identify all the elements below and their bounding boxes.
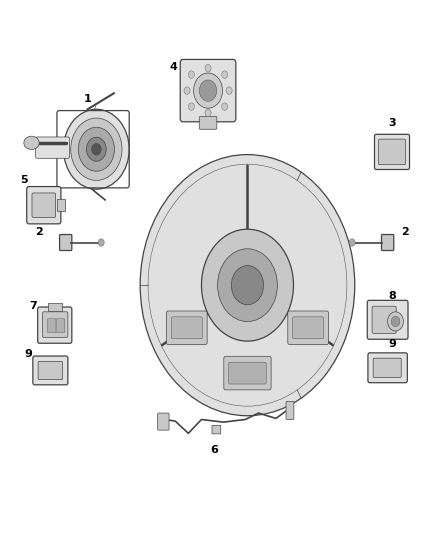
FancyBboxPatch shape bbox=[47, 319, 56, 333]
FancyBboxPatch shape bbox=[372, 306, 396, 334]
FancyBboxPatch shape bbox=[367, 300, 408, 339]
Text: 1: 1 bbox=[84, 94, 92, 103]
FancyBboxPatch shape bbox=[56, 319, 65, 333]
FancyBboxPatch shape bbox=[38, 361, 63, 379]
Circle shape bbox=[188, 103, 194, 110]
FancyBboxPatch shape bbox=[368, 353, 407, 383]
Circle shape bbox=[218, 249, 277, 321]
Circle shape bbox=[222, 71, 228, 78]
Circle shape bbox=[64, 109, 129, 189]
Text: 9: 9 bbox=[388, 339, 396, 349]
FancyBboxPatch shape bbox=[32, 193, 56, 217]
Circle shape bbox=[391, 316, 400, 327]
Ellipse shape bbox=[24, 136, 39, 150]
Text: 3: 3 bbox=[388, 118, 396, 127]
Text: 9: 9 bbox=[25, 350, 32, 359]
Text: 4: 4 bbox=[169, 62, 177, 71]
FancyBboxPatch shape bbox=[224, 356, 271, 390]
FancyBboxPatch shape bbox=[373, 358, 401, 377]
FancyBboxPatch shape bbox=[27, 187, 61, 224]
Circle shape bbox=[222, 103, 228, 110]
Circle shape bbox=[205, 64, 211, 72]
FancyBboxPatch shape bbox=[293, 317, 324, 339]
Text: 7: 7 bbox=[29, 302, 37, 311]
FancyBboxPatch shape bbox=[171, 317, 202, 339]
FancyBboxPatch shape bbox=[288, 311, 328, 345]
FancyBboxPatch shape bbox=[374, 134, 410, 169]
Circle shape bbox=[349, 239, 355, 246]
Circle shape bbox=[92, 143, 101, 155]
Text: 2: 2 bbox=[35, 227, 43, 237]
Circle shape bbox=[140, 155, 355, 416]
FancyBboxPatch shape bbox=[57, 199, 65, 211]
FancyBboxPatch shape bbox=[48, 303, 62, 311]
FancyBboxPatch shape bbox=[378, 139, 406, 165]
FancyBboxPatch shape bbox=[158, 413, 169, 430]
Text: 6: 6 bbox=[211, 446, 219, 455]
Text: 8: 8 bbox=[388, 291, 396, 301]
FancyBboxPatch shape bbox=[381, 235, 394, 251]
Circle shape bbox=[201, 229, 293, 341]
FancyBboxPatch shape bbox=[286, 401, 294, 419]
Circle shape bbox=[199, 80, 217, 101]
Circle shape bbox=[71, 118, 122, 180]
Circle shape bbox=[188, 71, 194, 78]
Circle shape bbox=[78, 127, 114, 171]
FancyBboxPatch shape bbox=[35, 137, 70, 158]
FancyBboxPatch shape bbox=[38, 307, 72, 343]
Text: 2: 2 bbox=[401, 227, 409, 237]
FancyBboxPatch shape bbox=[42, 312, 68, 337]
FancyBboxPatch shape bbox=[212, 425, 221, 434]
FancyBboxPatch shape bbox=[166, 311, 207, 345]
Circle shape bbox=[98, 239, 104, 246]
Text: 5: 5 bbox=[20, 175, 28, 184]
Circle shape bbox=[197, 224, 298, 346]
Circle shape bbox=[388, 312, 403, 331]
Circle shape bbox=[194, 73, 223, 108]
Circle shape bbox=[231, 265, 264, 305]
Circle shape bbox=[226, 87, 232, 94]
FancyBboxPatch shape bbox=[199, 117, 217, 130]
Circle shape bbox=[86, 137, 106, 161]
FancyBboxPatch shape bbox=[180, 60, 236, 122]
FancyBboxPatch shape bbox=[229, 362, 266, 384]
Circle shape bbox=[184, 87, 190, 94]
FancyBboxPatch shape bbox=[60, 235, 72, 251]
Circle shape bbox=[205, 109, 211, 117]
FancyBboxPatch shape bbox=[33, 356, 68, 385]
